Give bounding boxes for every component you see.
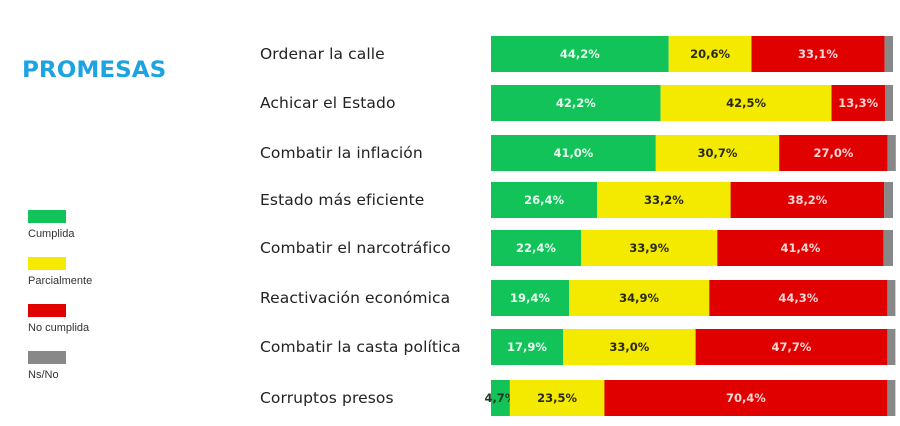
- category-label-ordenar-la-calle: Ordenar la calle: [260, 45, 385, 63]
- bar-segment-parcialmente-combatir-la-inflacion: [655, 135, 780, 171]
- bar-row-corruptos-presos: 4,7% 23,5% 70,4%: [484, 380, 896, 416]
- data-label-cumplida-combatir-el-narcotrafico: 22,4%: [516, 241, 556, 255]
- data-label-cumplida-combatir-la-inflacion: 41,0%: [553, 146, 593, 160]
- bar-segment-parcialmente-ordenar-la-calle: [668, 36, 752, 72]
- bar-segment-ns-no-estado-mas-eficiente: [884, 182, 893, 218]
- legend-swatch-parcialmente: [28, 257, 66, 270]
- data-label-no-cumplida-corruptos-presos: 70,4%: [726, 391, 766, 405]
- data-label-parcialmente-reactivacion-economica: 34,9%: [619, 291, 659, 305]
- data-label-no-cumplida-combatir-la-inflacion: 27,0%: [814, 146, 854, 160]
- bar-segment-ns-no-achicar-el-estado: [885, 85, 893, 121]
- bar-segment-parcialmente-corruptos-presos: [509, 380, 605, 416]
- bar-segment-parcialmente-estado-mas-eficiente: [597, 182, 731, 218]
- bar-segment-cumplida-corruptos-presos: [491, 380, 510, 416]
- bar-segment-cumplida-combatir-la-casta-politica: [491, 329, 563, 365]
- bar-segment-parcialmente-combatir-la-casta-politica: [563, 329, 696, 365]
- bar-segment-cumplida-reactivacion-economica: [491, 280, 569, 316]
- bar-segment-parcialmente-achicar-el-estado: [660, 85, 832, 121]
- data-label-cumplida-corruptos-presos: 4,7%: [484, 391, 516, 405]
- bar-segment-no-cumplida-ordenar-la-calle: [751, 36, 885, 72]
- bar-segment-ns-no-combatir-la-casta-politica: [887, 329, 896, 365]
- data-label-parcialmente-corruptos-presos: 23,5%: [537, 391, 577, 405]
- legend-label-parcialmente: Parcialmente: [28, 275, 93, 287]
- data-label-no-cumplida-achicar-el-estado: 13,3%: [838, 96, 878, 110]
- legend-label-no-cumplida: No cumplida: [28, 322, 90, 334]
- bar-segment-ns-no-reactivacion-economica: [887, 280, 896, 316]
- data-label-no-cumplida-reactivacion-economica: 44,3%: [778, 291, 818, 305]
- bar-segment-cumplida-achicar-el-estado: [491, 85, 661, 121]
- data-label-no-cumplida-combatir-el-narcotrafico: 41,4%: [781, 241, 821, 255]
- bar-row-reactivacion-economica: 19,4% 34,9% 44,3%: [491, 280, 896, 316]
- bar-row-ordenar-la-calle: 44,2% 20,6% 33,1%: [491, 36, 893, 72]
- data-label-cumplida-achicar-el-estado: 42,2%: [556, 96, 596, 110]
- bar-row-combatir-el-narcotrafico: 22,4% 33,9% 41,4%: [491, 230, 893, 266]
- bar-segment-no-cumplida-reactivacion-economica: [709, 280, 888, 316]
- bar-row-combatir-la-casta-politica: 17,9% 33,0% 47,7%: [491, 329, 896, 365]
- category-label-reactivacion-economica: Reactivación económica: [260, 289, 451, 307]
- bar-segment-no-cumplida-combatir-el-narcotrafico: [717, 230, 884, 266]
- data-label-no-cumplida-combatir-la-casta-politica: 47,7%: [772, 340, 812, 354]
- bar-row-estado-mas-eficiente: 26,4% 33,2% 38,2%: [491, 182, 893, 218]
- category-label-corruptos-presos: Corruptos presos: [260, 389, 394, 407]
- data-label-parcialmente-estado-mas-eficiente: 33,2%: [644, 193, 684, 207]
- data-label-no-cumplida-estado-mas-eficiente: 38,2%: [787, 193, 827, 207]
- bar-row-combatir-la-inflacion: 41,0% 30,7% 27,0%: [491, 135, 896, 171]
- bar-segment-parcialmente-combatir-el-narcotrafico: [581, 230, 718, 266]
- data-label-cumplida-reactivacion-economica: 19,4%: [510, 291, 550, 305]
- legend-label-ns-no: Ns/No: [28, 369, 59, 381]
- data-label-cumplida-ordenar-la-calle: 44,2%: [560, 47, 600, 61]
- bar-segment-no-cumplida-corruptos-presos: [604, 380, 888, 416]
- legend-swatch-no-cumplida: [28, 304, 66, 317]
- bar-segment-no-cumplida-combatir-la-casta-politica: [695, 329, 888, 365]
- bar-segment-ns-no-combatir-la-inflacion: [887, 135, 896, 171]
- category-label-combatir-el-narcotrafico: Combatir el narcotráfico: [260, 239, 451, 257]
- category-label-achicar-el-estado: Achicar el Estado: [260, 94, 396, 112]
- bar-segment-no-cumplida-achicar-el-estado: [831, 85, 885, 121]
- data-label-cumplida-combatir-la-casta-politica: 17,9%: [507, 340, 547, 354]
- data-label-cumplida-estado-mas-eficiente: 26,4%: [524, 193, 564, 207]
- bar-segment-ns-no-corruptos-presos: [887, 380, 896, 416]
- bar-segment-cumplida-ordenar-la-calle: [491, 36, 669, 72]
- bar-row-achicar-el-estado: 42,2% 42,5% 13,3%: [491, 85, 893, 121]
- data-label-parcialmente-combatir-la-inflacion: 30,7%: [698, 146, 738, 160]
- bar-segment-ns-no-combatir-el-narcotrafico: [883, 230, 893, 266]
- bar-segment-cumplida-combatir-el-narcotrafico: [491, 230, 581, 266]
- chart-title: PROMESAS: [22, 58, 167, 83]
- category-label-combatir-la-inflacion: Combatir la inflación: [260, 144, 423, 162]
- data-label-parcialmente-ordenar-la-calle: 20,6%: [690, 47, 730, 61]
- bar-segment-ns-no-ordenar-la-calle: [884, 36, 893, 72]
- legend-swatch-cumplida: [28, 210, 66, 223]
- data-label-parcialmente-achicar-el-estado: 42,5%: [726, 96, 766, 110]
- legend-label-cumplida: Cumplida: [28, 228, 75, 240]
- bar-segment-no-cumplida-combatir-la-inflacion: [779, 135, 888, 171]
- bar-segment-no-cumplida-estado-mas-eficiente: [730, 182, 885, 218]
- bar-segment-cumplida-estado-mas-eficiente: [491, 182, 598, 218]
- data-label-parcialmente-combatir-la-casta-politica: 33,0%: [609, 340, 649, 354]
- category-label-estado-mas-eficiente: Estado más eficiente: [260, 191, 425, 209]
- data-label-parcialmente-combatir-el-narcotrafico: 33,9%: [629, 241, 669, 255]
- category-label-combatir-la-casta-politica: Combatir la casta política: [260, 338, 461, 356]
- bar-segment-cumplida-combatir-la-inflacion: [491, 135, 656, 171]
- legend-swatch-ns-no: [28, 351, 66, 364]
- bar-segment-parcialmente-reactivacion-economica: [569, 280, 710, 316]
- data-label-no-cumplida-ordenar-la-calle: 33,1%: [798, 47, 838, 61]
